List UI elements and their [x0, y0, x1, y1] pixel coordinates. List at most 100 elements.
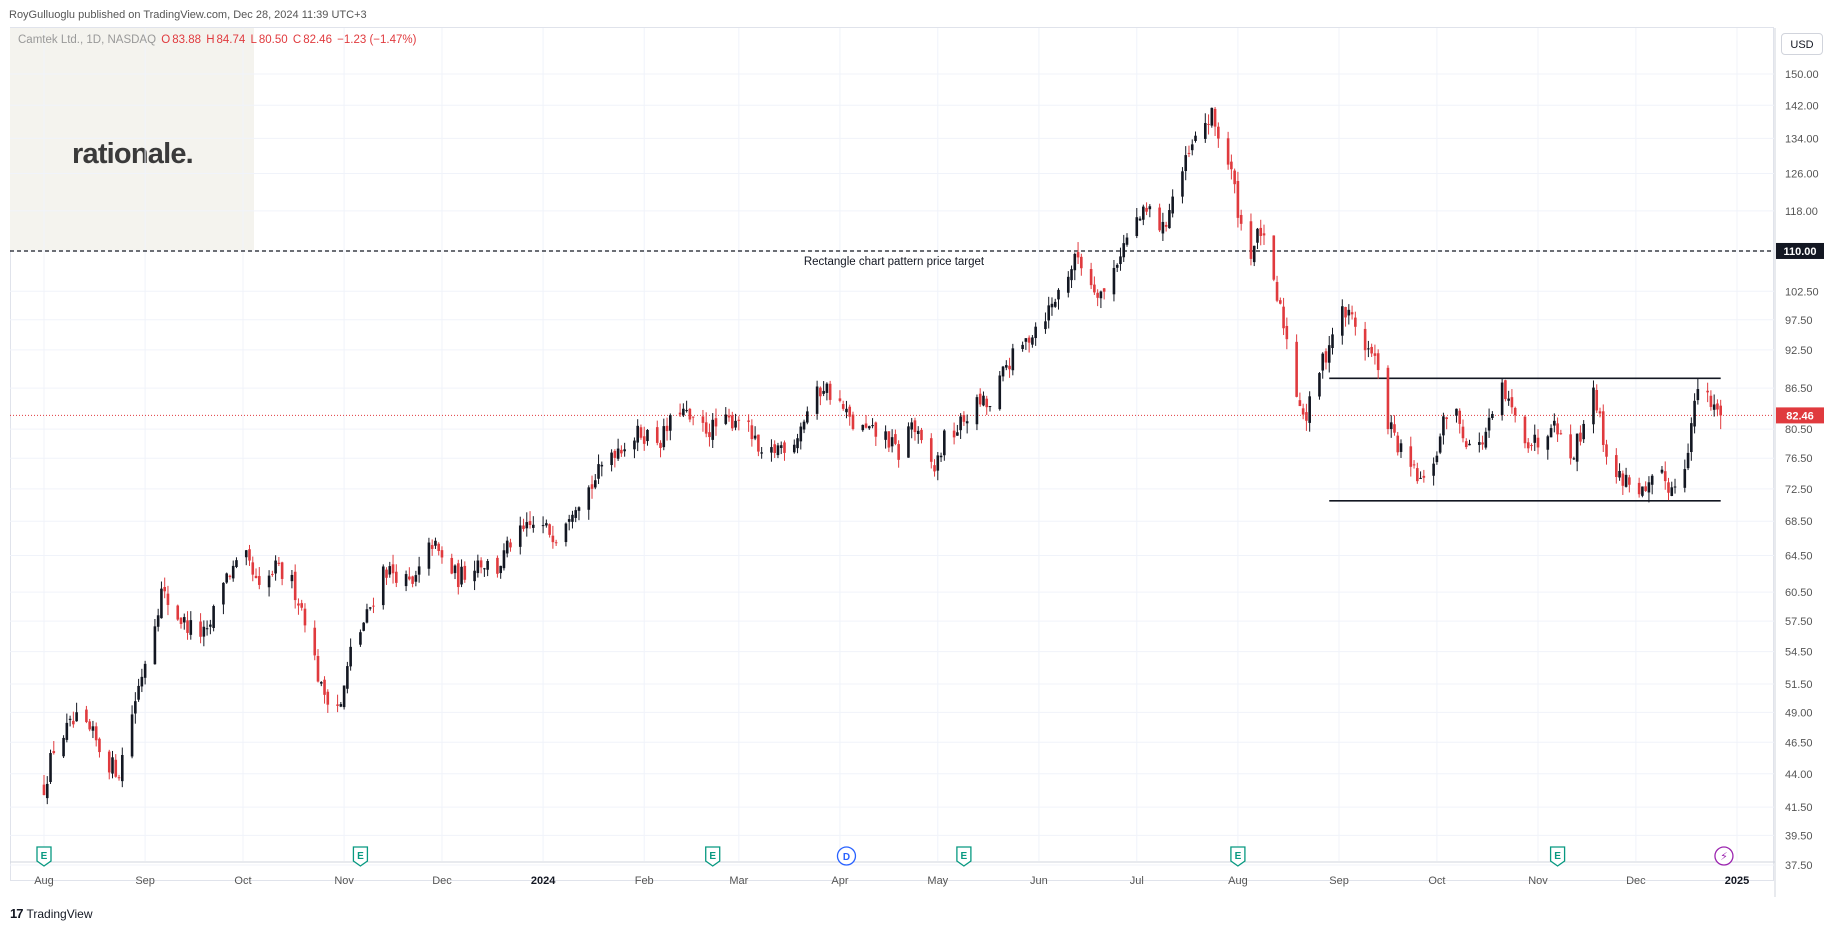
candle-body — [890, 437, 894, 447]
candle-body — [274, 560, 277, 574]
candle-body — [107, 751, 111, 773]
candle-body — [1409, 446, 1413, 467]
candle-body — [1295, 341, 1298, 397]
candle-body — [1076, 252, 1080, 258]
candle-body — [483, 568, 486, 570]
time-tick-label: Jul — [1130, 875, 1144, 887]
currency-button[interactable]: USD — [1781, 33, 1823, 55]
candle-body — [120, 755, 124, 782]
candle-body — [293, 571, 297, 601]
candle-body — [867, 426, 871, 429]
last-price-axis-label: 82.46 — [1786, 410, 1814, 422]
candle-body — [724, 414, 728, 424]
candle-body — [68, 718, 72, 720]
candle-body — [62, 737, 65, 757]
time-tick-label: Aug — [34, 875, 54, 887]
candle-body — [385, 569, 388, 578]
candle-body — [1203, 123, 1207, 139]
candle-body — [182, 617, 186, 623]
candle-body — [1445, 417, 1448, 419]
candle-body — [1011, 348, 1015, 371]
candle-body — [1650, 475, 1654, 485]
candle-body — [1464, 441, 1468, 448]
candle-body — [1321, 353, 1325, 371]
top-bar: RoyGulluoglu published on TradingView.co… — [0, 0, 1835, 28]
time-tick-label: Jun — [1030, 875, 1048, 887]
candle-body — [42, 784, 46, 796]
candle-body — [404, 574, 408, 587]
candle-body — [1683, 469, 1687, 488]
price-target-annotation: Rectangle chart pattern price target — [804, 256, 985, 268]
candle-body — [1239, 214, 1243, 224]
candle-body — [72, 720, 75, 725]
candle-body — [593, 480, 597, 488]
candle-body — [714, 418, 718, 427]
candle-body — [665, 425, 669, 432]
candle-body — [982, 395, 985, 406]
price-tick-label: 60.50 — [1785, 587, 1813, 599]
candle-body — [505, 540, 509, 554]
candle-body — [1712, 404, 1716, 410]
candle-body — [199, 621, 202, 637]
tradingview-footer[interactable]: 17 TradingView — [10, 906, 93, 921]
candle-body — [841, 404, 845, 409]
candle-body — [753, 435, 757, 439]
candle-body — [819, 387, 822, 397]
candle-body — [962, 414, 966, 422]
candle-body — [1256, 228, 1259, 243]
candle-body — [597, 464, 600, 479]
candle-body — [336, 704, 339, 706]
close-value: 82.46 — [303, 34, 332, 46]
earnings-marker-label: E — [709, 851, 716, 862]
time-tick-label: Nov — [334, 875, 354, 887]
candle-body — [1233, 170, 1236, 185]
candle-body — [117, 777, 121, 779]
candle-body — [1376, 353, 1380, 371]
candle-body — [1161, 221, 1165, 234]
candle-body — [1031, 337, 1034, 345]
candle-body — [1347, 309, 1351, 316]
candle-body — [1598, 411, 1602, 414]
candle-body — [1093, 284, 1096, 293]
lightning-marker-label: ⚡ — [1720, 850, 1728, 863]
candle-body — [610, 452, 613, 466]
candle-body — [368, 607, 372, 609]
candle-body — [1533, 434, 1537, 443]
earnings-marker-label: E — [41, 851, 48, 862]
candle-body — [1119, 256, 1122, 265]
candle-body — [659, 442, 662, 448]
candle-body — [160, 588, 163, 619]
candle-body — [1275, 281, 1279, 301]
candle-body — [887, 431, 891, 448]
time-tick-label: 2025 — [1725, 875, 1749, 887]
time-tick-label: Aug — [1228, 875, 1248, 887]
candle-body — [1624, 474, 1628, 487]
time-tick-label: Feb — [635, 875, 654, 887]
candle-body — [1458, 410, 1462, 424]
price-tick-label: 134.00 — [1785, 133, 1819, 145]
candle-body — [417, 566, 421, 575]
candle-body — [1236, 180, 1240, 218]
time-tick-label: Sep — [1329, 875, 1349, 887]
tradingview-brand: TradingView — [26, 907, 93, 921]
candle-body — [189, 620, 193, 635]
price-tick-label: 118.00 — [1785, 206, 1818, 218]
candle-body — [1367, 348, 1370, 350]
candle-body — [792, 444, 796, 453]
candle-body — [861, 424, 865, 431]
candle-body — [316, 655, 320, 682]
candle-body — [463, 565, 467, 580]
candle-body — [231, 565, 235, 579]
candle-body — [1008, 365, 1011, 370]
low-value: 80.50 — [258, 34, 288, 46]
candle-body — [1213, 108, 1217, 127]
candle-body — [783, 442, 786, 453]
candle-body — [1187, 152, 1191, 154]
candle-body — [1301, 408, 1305, 415]
candle-body — [1605, 444, 1608, 457]
candle-body — [176, 605, 180, 620]
high-value: 84.74 — [216, 34, 246, 46]
candle-body — [91, 726, 95, 731]
candle-body — [1122, 243, 1126, 258]
